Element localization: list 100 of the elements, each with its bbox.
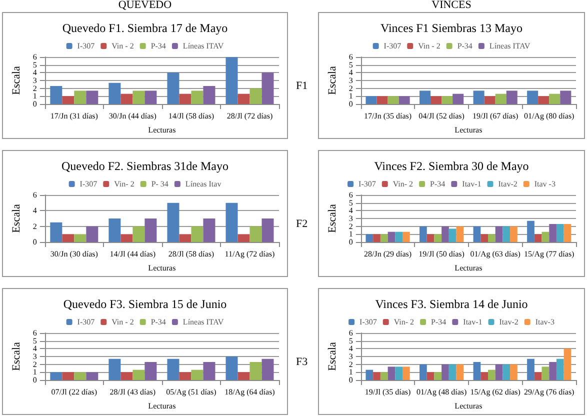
x-axis-title: Lecturas	[148, 402, 176, 410]
bar	[108, 218, 121, 242]
bar	[120, 234, 133, 242]
bar	[108, 82, 121, 104]
bar	[527, 220, 534, 242]
bar	[366, 370, 374, 380]
bar	[203, 86, 216, 104]
y-tick-label: 0	[32, 376, 37, 384]
bar	[144, 218, 157, 242]
bar	[167, 72, 180, 104]
bar	[549, 362, 556, 380]
bar	[380, 234, 388, 242]
x-tick-label: 15/Ag (77 días)	[524, 250, 575, 258]
chart-title: Quevedo F3. Siembra 15 de Junio	[63, 297, 227, 311]
y-tick-label: 2	[32, 360, 37, 369]
legend-label: Itav -3	[534, 180, 556, 188]
bar	[203, 362, 216, 380]
bar	[395, 232, 402, 242]
bar	[420, 226, 427, 242]
bar	[132, 90, 145, 104]
legend-label: I-307	[360, 318, 377, 326]
y-tick-label: 3	[32, 352, 37, 361]
y-tick-label: 5	[348, 60, 353, 70]
y-tick-label: 2	[348, 84, 353, 93]
bar	[510, 226, 518, 242]
legend-label: Líneas Itav	[185, 180, 222, 188]
legend-label: Vin- 2	[114, 180, 134, 188]
x-tick-label: 17/Jn (35 días)	[364, 112, 412, 120]
legend-label: I-307	[358, 180, 376, 188]
bar	[473, 362, 481, 380]
legend-label: Itav-3	[535, 318, 554, 326]
y-tick-label: 5	[348, 198, 353, 208]
chart-title: Quevedo F1. Siembra 17 de Mayo	[62, 21, 228, 35]
text: F2	[296, 218, 308, 230]
legend-label: I-307	[384, 42, 402, 50]
bar	[226, 57, 238, 104]
bar	[226, 356, 238, 380]
legend-label: Líneas ITAV	[182, 318, 224, 326]
bar	[179, 94, 192, 104]
y-tick-label: 1	[348, 368, 353, 377]
bar	[388, 366, 396, 380]
x-tick-label: 14/Jl (58 días)	[168, 112, 214, 120]
bar	[203, 218, 216, 242]
y-tick-label: 4	[348, 344, 353, 354]
bar	[238, 234, 250, 242]
y-tick-label: 5	[32, 60, 37, 70]
bar	[456, 226, 464, 242]
bar	[448, 228, 456, 242]
bar	[262, 72, 274, 104]
x-tick-label: 19/Jl (35 días)	[364, 388, 412, 396]
y-tick-label: 6	[32, 52, 37, 62]
y-axis-title: Escala	[10, 66, 22, 95]
y-tick-label: 1	[348, 230, 353, 239]
x-axis-title: Lecturas	[148, 126, 176, 134]
bar	[120, 94, 133, 104]
bar	[448, 364, 456, 380]
bar	[167, 202, 180, 242]
y-tick-label: 4	[32, 68, 37, 78]
x-tick-label: 19/Jl (67 días)	[472, 112, 519, 120]
y-tick-label: 4	[348, 68, 353, 78]
legend-label: P-34	[431, 318, 446, 326]
y-tick-label: 6	[348, 190, 353, 200]
y-tick-label: 6	[32, 190, 37, 200]
y-tick-label: 6	[32, 328, 37, 338]
legend-label: Itav-1	[462, 180, 482, 188]
bar	[250, 88, 262, 104]
y-tick-label: 5	[32, 336, 37, 346]
y-axis-title: Escala	[326, 204, 338, 233]
bar	[132, 226, 145, 242]
bar	[564, 348, 572, 380]
y-tick-label: 6	[348, 328, 353, 338]
bar	[238, 372, 250, 380]
bar	[442, 364, 449, 380]
bar	[250, 362, 262, 380]
legend-label: Itav-1	[463, 318, 482, 326]
bar	[373, 372, 380, 380]
bar	[179, 372, 192, 380]
y-tick-label: 0	[348, 100, 353, 108]
y-axis-title: Escala	[326, 66, 338, 95]
text: F1	[296, 80, 308, 92]
x-tick-label: 30/Jn (44 días)	[108, 112, 157, 120]
chart-title: Vinces F1 Siembras 13 Mayo	[380, 21, 522, 35]
chart-title: Quevedo F2. Siembras 31de Mayo	[62, 159, 228, 173]
bar	[442, 226, 449, 242]
y-tick-label: 1	[348, 92, 353, 101]
y-tick-label: 0	[32, 100, 37, 108]
y-tick-label: 4	[32, 344, 37, 354]
bar	[556, 224, 564, 242]
bar	[380, 372, 388, 380]
bar	[50, 86, 62, 104]
y-tick-label: 3	[348, 352, 353, 361]
bar	[62, 372, 74, 380]
bar	[191, 90, 204, 104]
legend-label: P-34	[150, 318, 166, 326]
y-tick-label: 0	[348, 238, 353, 246]
text: F3	[296, 356, 308, 368]
y-tick-label: 1	[32, 92, 37, 101]
x-tick-label: 05/Ag (51 días)	[166, 388, 217, 396]
bar	[495, 226, 503, 242]
x-tick-label: 01/Ag (80 días)	[524, 112, 575, 120]
